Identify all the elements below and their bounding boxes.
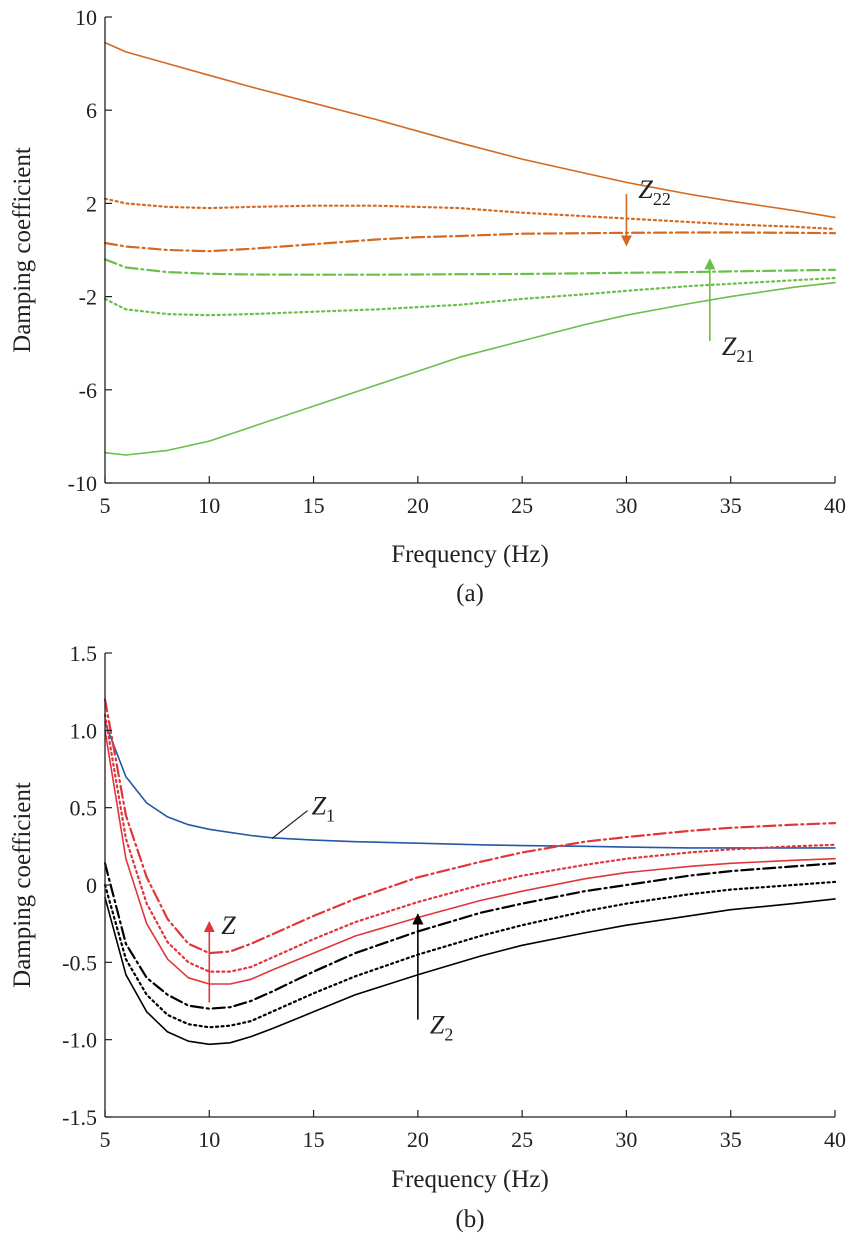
panel-b-series-z2-solid-line: [104, 896, 836, 1046]
panel-b-series-z1-solid-line: [104, 721, 836, 849]
panel-b-x-tick-label: 40: [824, 1127, 846, 1152]
panel-b-series-z2-dotted-line: [103, 880, 837, 1029]
panel-b-y-tick-label: 0.5: [70, 796, 98, 821]
panel-a-series-z21-dashdot-line: [103, 258, 837, 276]
panel-a-x-tick-label: 10: [198, 493, 220, 518]
panel-b-y-tick-label: 0: [86, 873, 97, 898]
panel-a-y-tick-label: 6: [86, 98, 97, 123]
panel-b-series-z-dotted-line: [103, 713, 837, 973]
panel-b-x-tick-label: 30: [615, 1127, 637, 1152]
panel-b-series-z-dashdot-line: [103, 698, 837, 955]
panel-a-x-tick-label: 20: [407, 493, 429, 518]
panel-a-annotation-symbol: Z: [722, 332, 737, 361]
panel-b-annotation-label: Z: [221, 911, 236, 940]
panel-b-y-axis-label: Damping coefficient: [9, 782, 36, 988]
panel-b-axes: 5 10 15 20 25 30 35 40 1.5 1.0 0.5 0 -0.5 -1.0 -1.5: [62, 641, 846, 1152]
panel-b-series: [103, 698, 837, 1046]
panel-a-series-z21-solid-line: [104, 281, 836, 456]
panel-a-caption: (a): [456, 580, 484, 607]
panel-b-x-axis-label: Frequency (Hz): [391, 1166, 549, 1193]
panel-a-series-z22-dotted-line: [103, 197, 837, 231]
panel-a-y-tick-label: 2: [86, 191, 97, 216]
panel-b-annotation-label: Z1: [312, 792, 335, 826]
panel-b-x-tick-label: 5: [100, 1127, 111, 1152]
panel-a-annotation-symbol: Z: [638, 175, 653, 204]
panel-a-annotation-label: Z21: [722, 332, 754, 366]
panel-a-x-tick-label: 40: [824, 493, 846, 518]
panel-a-y-tick-label: 10: [75, 5, 97, 30]
panel-a-annotation-label: Z22: [638, 175, 670, 209]
panel-b-annotation-symbol: Z: [312, 792, 327, 821]
panel-a-annotation-subscript: 22: [653, 189, 671, 209]
panel-a-y-tick-label: -6: [79, 378, 97, 403]
panel-b-y-tick-label: 1.0: [70, 718, 98, 743]
panel-b-annotation-subscript: 1: [326, 806, 335, 826]
panel-b-annotation-label: Z2: [430, 1011, 453, 1045]
panel-b-annotation-subscript: 2: [444, 1025, 453, 1045]
panel-b-caption: (b): [455, 1206, 484, 1233]
panel-b-x-tick-label: 35: [720, 1127, 742, 1152]
panel-b-y-tick-label: -1.5: [62, 1105, 97, 1130]
panel-b: 5 10 15 20 25 30 35 401.51.00.50-0.5-1.0-1.5 Z1…: [9, 641, 846, 1233]
panel-b-y-tick-label: -0.5: [62, 950, 97, 975]
panel-b-series-z-solid-line: [104, 729, 836, 985]
panel-a-x-tick-label: 5: [100, 493, 111, 518]
panel-a-x-tick-label: 25: [511, 493, 533, 518]
panel-b-annotation-symbol: Z: [430, 1011, 445, 1040]
panel-a-y-tick-label: -10: [68, 471, 97, 496]
panel-a-x-tick-label: 30: [615, 493, 637, 518]
panel-a-axes: 5 10 15 20 25 30 35 40 10 6 2 -2 -6 -10: [68, 5, 846, 518]
panel-b-y-tick-label: -1.0: [62, 1028, 97, 1053]
panel-b-series-z2-dashdot-line: [103, 862, 837, 1010]
panel-a-annotation-subscript: 21: [736, 346, 754, 366]
panel-b-y-tick-label: 1.5: [70, 641, 98, 666]
panel-b-x-tick-label: 10: [198, 1127, 220, 1152]
panel-b-x-tick-label: 20: [407, 1127, 429, 1152]
panel-a-y-axis-label: Damping coefficient: [9, 147, 36, 353]
panel-b-annotation-leader: [271, 810, 308, 840]
panel-a-series-z22-solid-line: [104, 41, 836, 219]
panel-a-series-z21-dotted-line: [103, 276, 837, 317]
panel-a-series-z22-dashdot-line: [103, 231, 837, 253]
panel-b-x-tick-label: 15: [303, 1127, 325, 1152]
panel-b-x-tick-label: 25: [511, 1127, 533, 1152]
panel-a-x-tick-label: 35: [720, 493, 742, 518]
panel-b-annotation-symbol: Z: [221, 911, 236, 940]
panel-a-x-tick-label: 15: [303, 493, 325, 518]
panel-a-y-tick-label: -2: [79, 285, 97, 310]
panel-a-series: [103, 41, 837, 456]
panel-a-x-axis-label: Frequency (Hz): [391, 541, 549, 568]
